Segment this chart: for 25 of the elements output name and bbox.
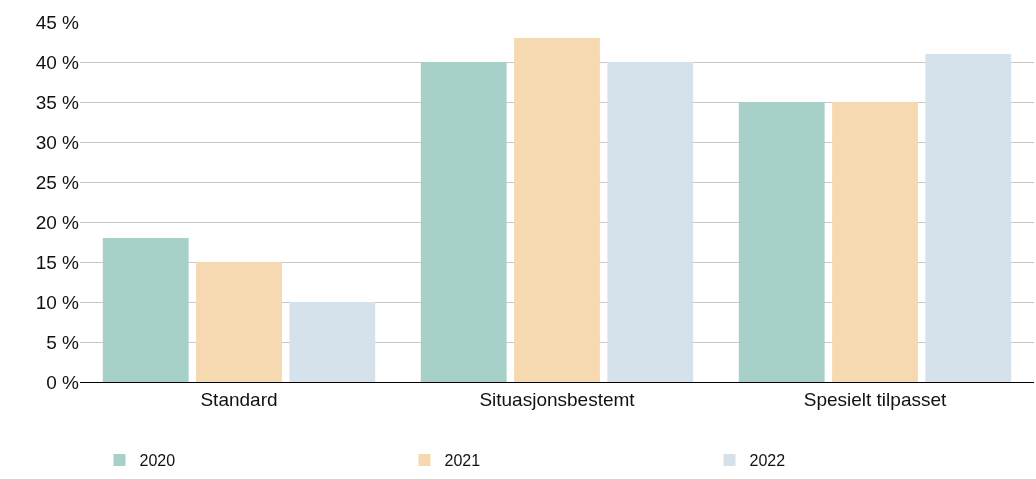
x-tick-label: Standard xyxy=(200,388,278,410)
y-tick-label: 30 % xyxy=(35,131,80,153)
bar xyxy=(196,262,282,382)
x-tick-label: Situasjonsbestemt xyxy=(479,388,636,410)
bar xyxy=(420,62,507,382)
bar xyxy=(289,302,376,382)
y-tick-label: 5 % xyxy=(46,331,80,353)
y-tick-label: 0 % xyxy=(46,371,80,393)
y-tick-label: 10 % xyxy=(35,291,80,313)
bar xyxy=(738,102,825,382)
bar xyxy=(514,38,600,382)
y-tick-label: 15 % xyxy=(35,251,80,273)
legend-label: 2020 xyxy=(139,452,176,470)
y-tick-label: 35 % xyxy=(35,91,80,113)
bar xyxy=(102,238,189,382)
legend-label: 2022 xyxy=(749,452,786,470)
x-tick-label: Spesielt tilpasset xyxy=(803,388,948,410)
y-tick-label: 45 % xyxy=(35,11,80,33)
bar xyxy=(925,54,1012,382)
bar xyxy=(607,62,694,382)
y-tick-label: 40 % xyxy=(35,51,80,73)
bar xyxy=(832,102,918,382)
y-tick-label: 20 % xyxy=(35,211,80,233)
y-tick-label: 25 % xyxy=(35,171,80,193)
legend-label: 2021 xyxy=(444,452,481,470)
